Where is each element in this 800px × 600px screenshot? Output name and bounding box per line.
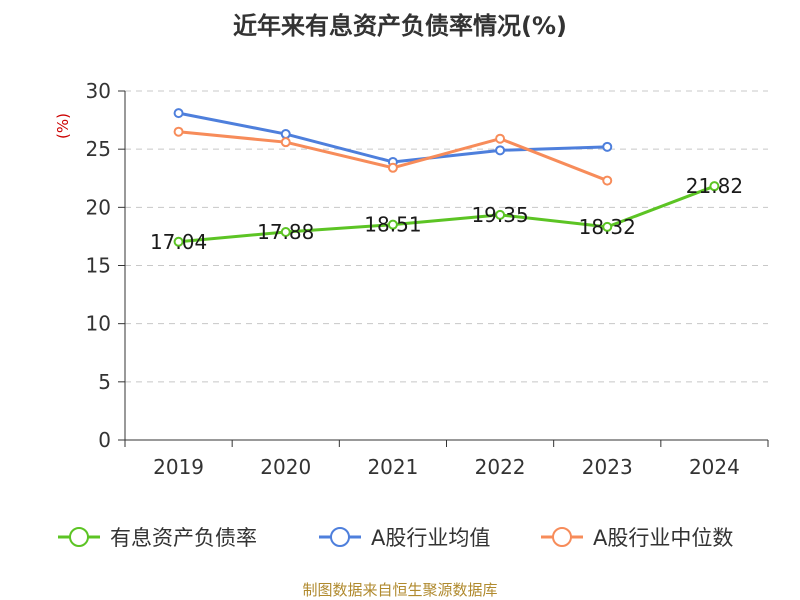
x-tick-label: 2024: [689, 455, 740, 479]
legend-item[interactable]: 有息资产负债率: [58, 526, 257, 550]
data-label: 21.82: [686, 174, 743, 198]
y-axis-unit: (%): [54, 113, 72, 139]
data-point: [280, 129, 291, 140]
y-tick-label: 30: [86, 79, 111, 103]
data-label: 18.32: [579, 215, 636, 239]
legend-label: A股行业中位数: [593, 526, 733, 550]
data-point: [280, 226, 291, 237]
legend-marker: [69, 527, 89, 547]
y-tick-label: 25: [86, 137, 111, 161]
data-label: 19.35: [471, 203, 528, 227]
x-tick-label: 2019: [153, 455, 204, 479]
series-line: [178, 130, 608, 182]
y-tick-label: 0: [98, 428, 111, 452]
x-tick-label: 2022: [475, 455, 526, 479]
y-tick-label: 15: [86, 254, 111, 278]
chart-title: 近年来有息资产负债率情况(%): [233, 12, 567, 40]
data-point: [280, 137, 291, 148]
data-point: [173, 236, 184, 247]
data-point: [495, 145, 506, 156]
data-point: [495, 209, 506, 220]
x-tick-label: 2021: [367, 455, 418, 479]
x-tick-label: 2023: [582, 455, 633, 479]
series-layer: [173, 108, 720, 247]
legend-marker: [330, 527, 350, 547]
legend[interactable]: 有息资产负债率 A股行业均值 A股行业中位数: [58, 526, 733, 550]
data-point: [173, 108, 184, 119]
data-point: [709, 181, 720, 192]
data-label: 17.04: [150, 230, 207, 254]
y-tick-label: 5: [98, 370, 111, 394]
data-point: [602, 221, 613, 232]
data-point: [602, 141, 613, 152]
legend-marker: [552, 527, 572, 547]
data-labels: 17.04 17.88 18.51 19.35 18.32 21.82: [150, 174, 743, 254]
grid-lines: [125, 90, 768, 383]
y-tick-label: 10: [86, 312, 111, 336]
x-tick-label: 2020: [260, 455, 311, 479]
axes: 0 5 10 15 20 25 30 2019 2020 2021 2022 2023 2024: [86, 79, 769, 479]
source-note: 制图数据来自恒生聚源数据库: [302, 581, 497, 599]
legend-item[interactable]: A股行业均值: [319, 526, 490, 550]
legend-item[interactable]: A股行业中位数: [541, 526, 733, 550]
legend-label: 有息资产负债率: [110, 526, 257, 550]
data-label: 18.51: [364, 213, 421, 237]
data-label: 17.88: [257, 220, 314, 244]
data-point: [495, 133, 506, 144]
data-point: [602, 175, 613, 186]
data-point: [173, 126, 184, 137]
legend-label: A股行业均值: [371, 526, 490, 550]
data-point: [387, 219, 398, 230]
y-tick-label: 20: [86, 195, 111, 219]
series-line: [178, 184, 715, 244]
data-point: [387, 162, 398, 173]
